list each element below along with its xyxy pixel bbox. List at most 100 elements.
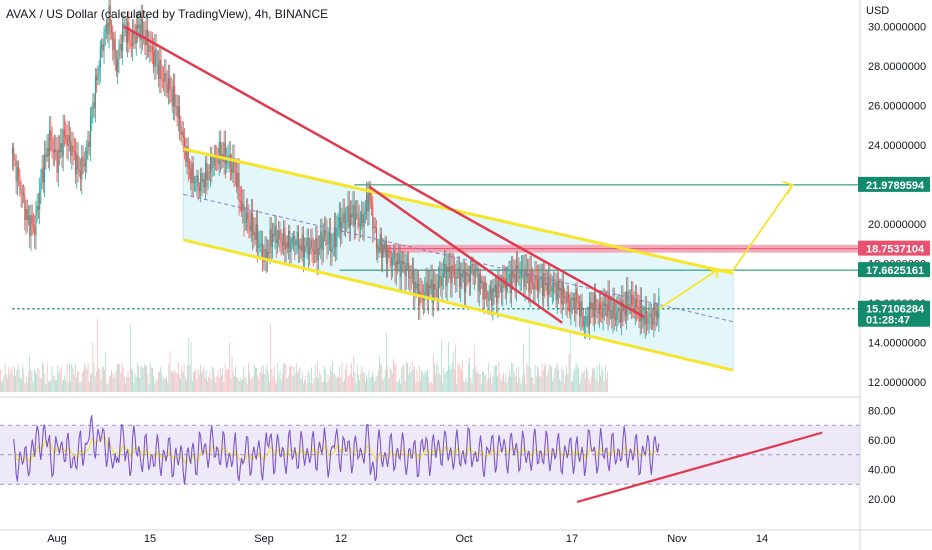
price-tag-label: 21.9789594 xyxy=(866,180,925,192)
candle-body xyxy=(170,88,172,92)
volume-bar xyxy=(69,362,70,392)
candle-body xyxy=(583,324,586,327)
candle-body xyxy=(284,227,286,250)
volume-bar xyxy=(568,354,570,392)
candle-body xyxy=(318,247,321,249)
volume-bar xyxy=(530,368,531,392)
candle-body xyxy=(586,316,588,317)
red-trendline-0[interactable] xyxy=(123,25,645,318)
candle-body xyxy=(49,130,51,156)
candle-body xyxy=(249,224,251,232)
volume-bar xyxy=(410,372,412,392)
candle-body xyxy=(250,213,252,232)
candle-body xyxy=(53,149,56,153)
volume-bar xyxy=(296,363,297,392)
candle-body xyxy=(590,302,592,310)
candle-body xyxy=(415,281,417,289)
candle-body xyxy=(403,261,405,264)
candle-body xyxy=(274,225,276,237)
candle-body xyxy=(84,158,87,167)
volume-bar xyxy=(121,362,123,392)
time-tick-label: 12 xyxy=(335,533,347,545)
candle-body xyxy=(528,273,530,293)
channel-lower-line[interactable] xyxy=(182,238,734,372)
volume-bar xyxy=(242,379,243,392)
volume-bar xyxy=(232,372,234,392)
volume-bar xyxy=(166,376,167,392)
candle-body xyxy=(524,268,526,287)
volume-bar xyxy=(437,365,439,392)
volume-bar xyxy=(506,382,508,392)
price-tag-2[interactable]: 17.6625161 xyxy=(858,262,930,278)
candle-body xyxy=(252,213,254,236)
candle-body xyxy=(550,285,552,292)
price-tag-0[interactable]: 21.9789594 xyxy=(858,176,930,192)
volume-bar xyxy=(498,361,500,392)
volume-bar xyxy=(521,375,523,392)
candle-body xyxy=(66,138,68,147)
candle-body xyxy=(327,243,329,245)
projection-arrow[interactable] xyxy=(658,184,794,310)
candle-body xyxy=(597,311,599,314)
candle-body xyxy=(262,244,264,258)
volume-bar xyxy=(127,370,129,392)
candle-body xyxy=(535,275,537,280)
volume-bar xyxy=(132,370,134,392)
candle-body xyxy=(11,147,13,155)
candle-body xyxy=(394,251,396,271)
volume-bar xyxy=(283,363,284,392)
candle-body xyxy=(619,311,621,323)
candle-body xyxy=(302,234,304,258)
volume-bar xyxy=(594,368,596,392)
volume-bar xyxy=(425,371,427,392)
candle-body xyxy=(531,282,534,285)
volume-bar xyxy=(244,376,246,392)
candle-body xyxy=(286,242,288,248)
rsi-trendline[interactable] xyxy=(576,431,823,504)
volume-bar xyxy=(167,381,169,392)
channel-upper-line[interactable] xyxy=(182,147,734,275)
candle-body xyxy=(206,163,208,180)
volume-bar xyxy=(74,363,76,392)
volume-bar xyxy=(443,367,445,392)
candle-body xyxy=(475,269,477,272)
candle-body xyxy=(320,231,322,249)
candle-body xyxy=(520,270,522,277)
price-tag-1[interactable]: 18.7537104 xyxy=(858,240,930,256)
volume-bar xyxy=(287,375,289,392)
volume-bar xyxy=(556,362,558,392)
candle-body xyxy=(570,297,572,313)
candle-body xyxy=(259,244,261,246)
price-pane[interactable] xyxy=(0,0,860,392)
candle-body xyxy=(367,192,369,212)
volume-bar xyxy=(327,373,329,392)
candle-body xyxy=(243,203,245,223)
candle-body xyxy=(280,237,282,242)
candle-body xyxy=(576,288,578,301)
volume-bar xyxy=(318,378,320,392)
candle-body xyxy=(389,251,391,258)
volume-bar xyxy=(111,369,112,392)
candle-body xyxy=(21,192,23,194)
candle-body xyxy=(492,288,494,306)
candle-body xyxy=(283,227,285,246)
volume-bar xyxy=(332,362,334,392)
red-trendline-1[interactable] xyxy=(368,185,563,324)
volume-bar xyxy=(301,372,303,392)
candle-body xyxy=(634,298,636,314)
candle-body xyxy=(175,106,177,107)
candle-body xyxy=(596,310,598,312)
volume-bar xyxy=(599,363,600,392)
candle-body xyxy=(393,251,395,260)
candle-body xyxy=(621,300,623,323)
volume-bar xyxy=(248,362,249,392)
rsi-pane[interactable]: 20.00 40.00 60.00 80.00 xyxy=(0,406,896,507)
volume-bar xyxy=(435,373,437,392)
candle-body xyxy=(539,278,541,280)
candle-body xyxy=(19,176,21,189)
candle-body xyxy=(482,281,484,300)
volume-bar xyxy=(100,379,102,392)
volume-bar xyxy=(26,382,28,392)
